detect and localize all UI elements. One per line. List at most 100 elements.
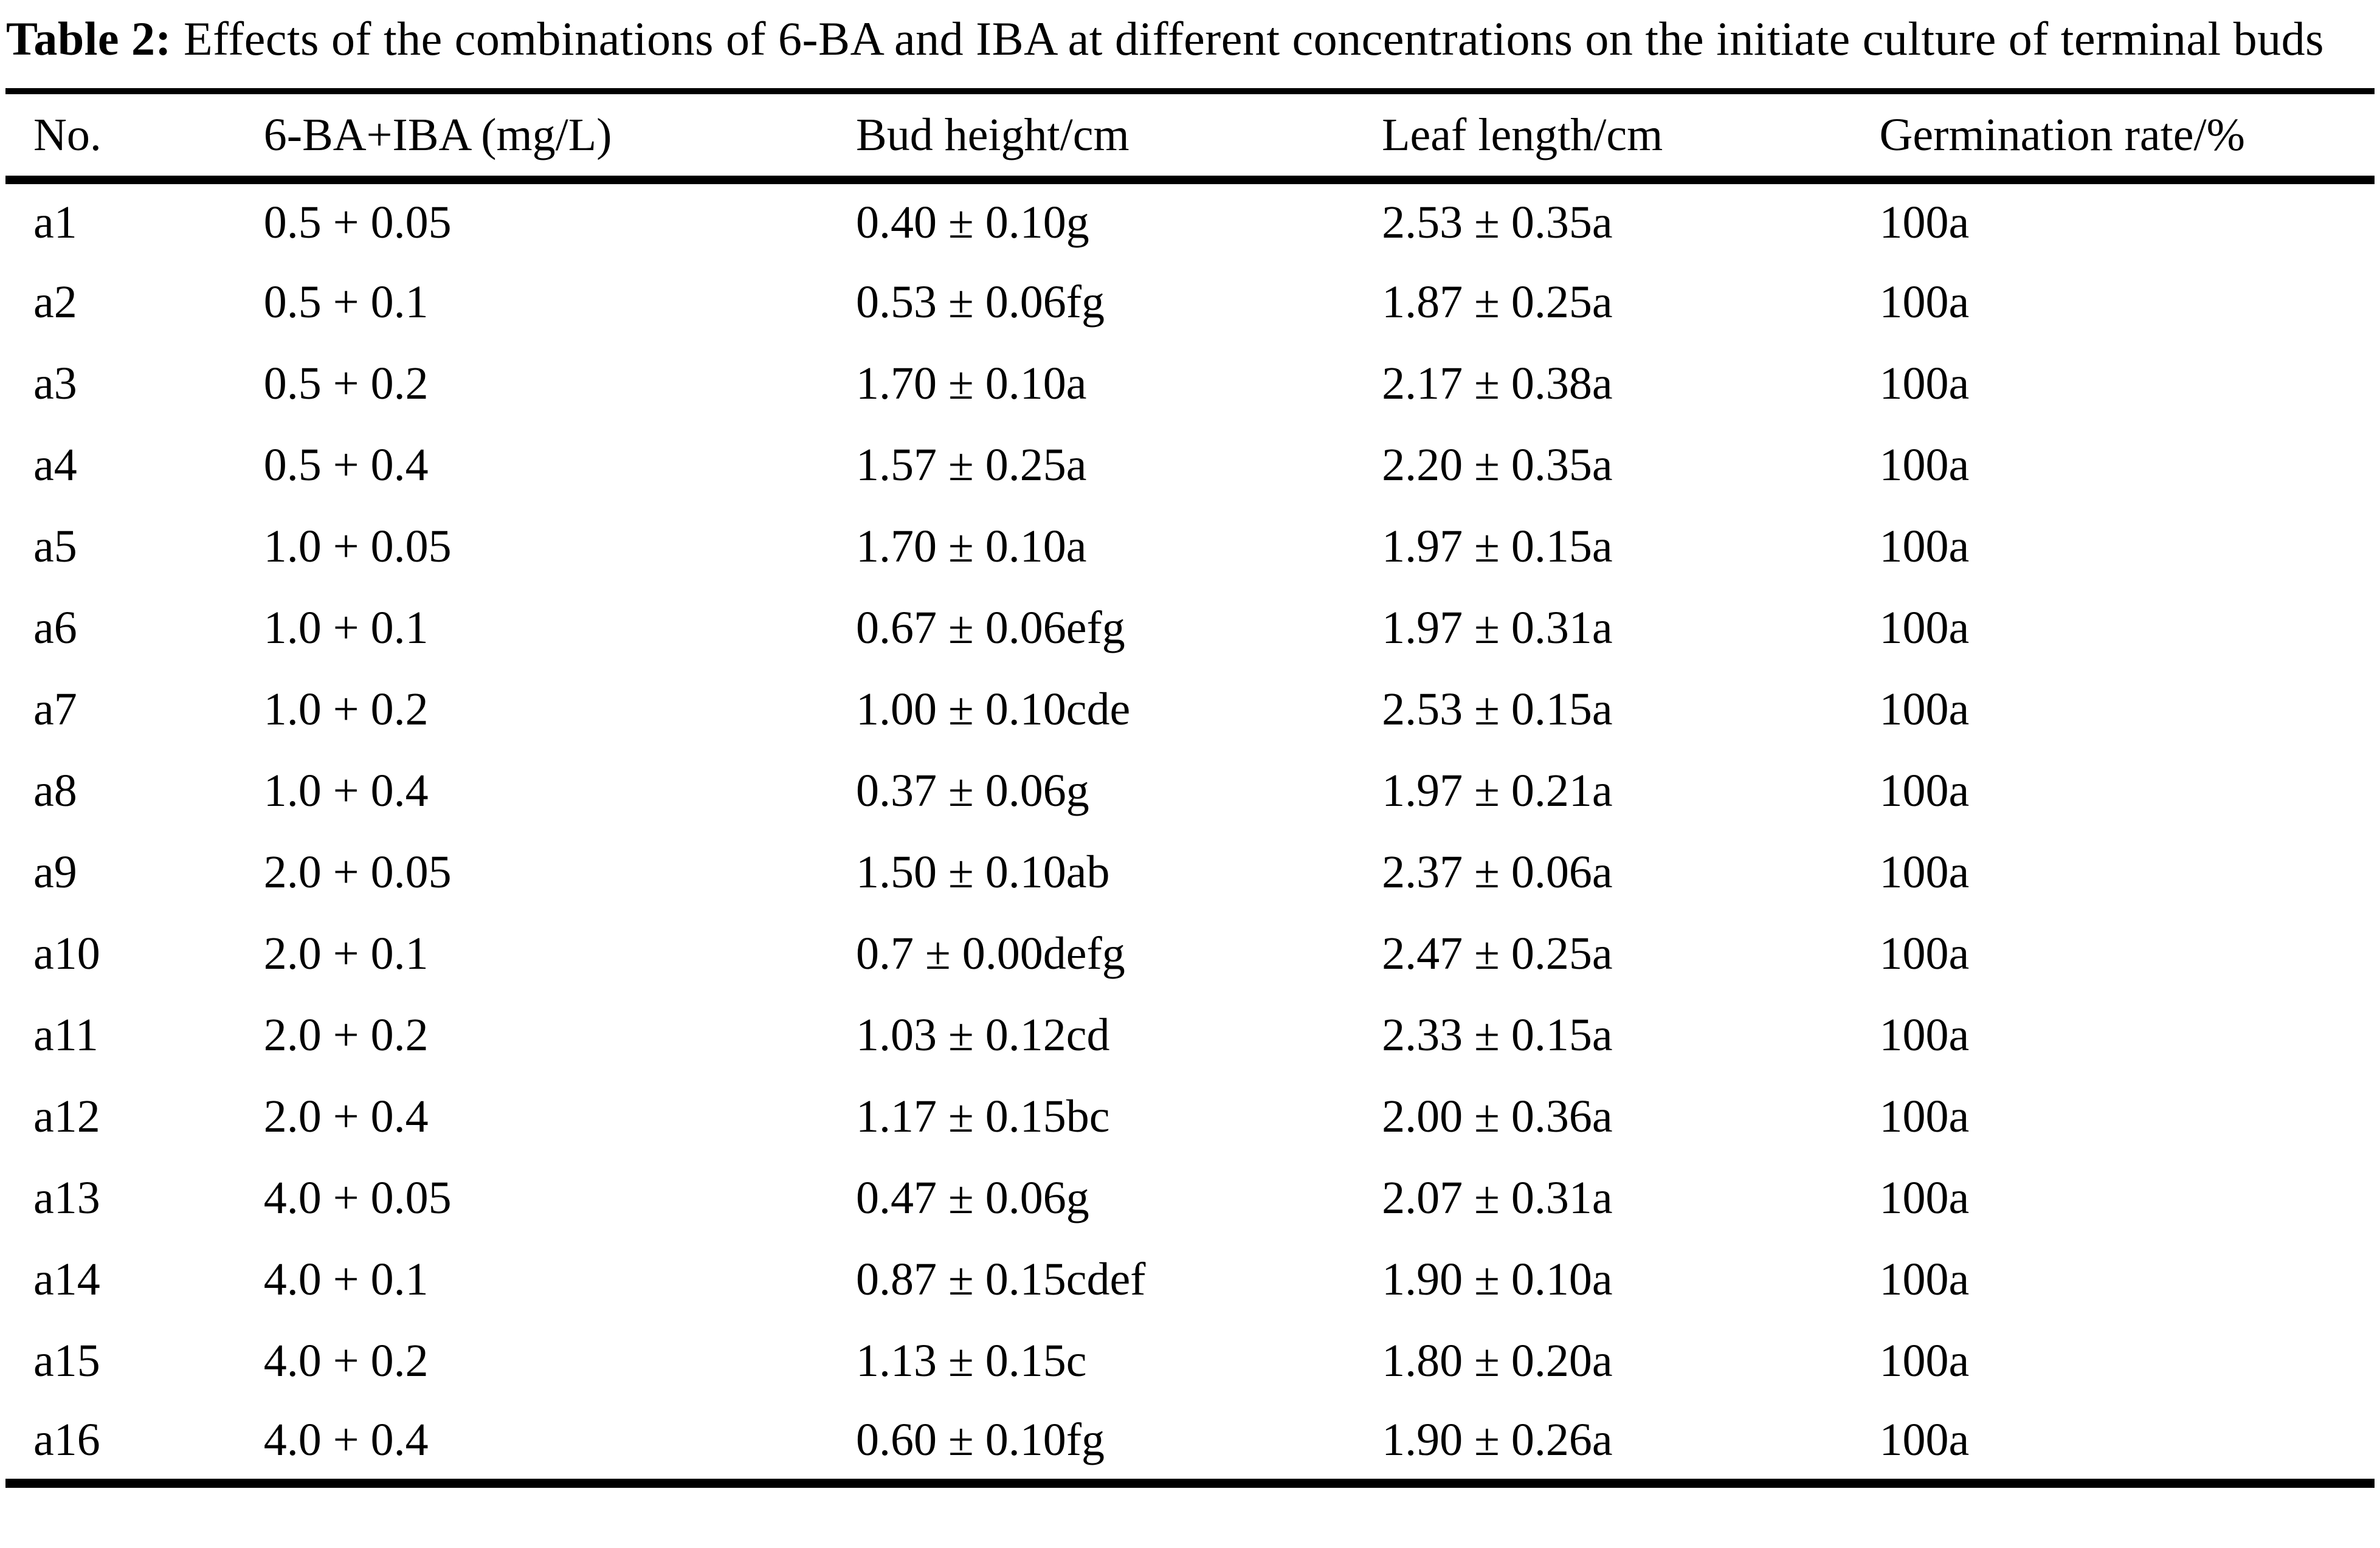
table-cell-no: a3 — [33, 357, 77, 409]
table-cell-no: a9 — [33, 846, 77, 898]
table-cell-6ba-iba: 4.0 + 0.4 — [263, 1414, 429, 1465]
table-cell-germination-rate: 100a — [1879, 1414, 1970, 1465]
table-cell-leaf-length: 2.47 ± 0.25a — [1382, 927, 1613, 979]
table-cell-leaf-length: 1.90 ± 0.26a — [1382, 1414, 1613, 1465]
column-header-germination-rate: Germination rate/% — [1879, 109, 2245, 160]
table-cell-bud-height: 0.37 ± 0.06g — [856, 765, 1089, 816]
table-cell-6ba-iba: 4.0 + 0.2 — [263, 1335, 429, 1386]
table-row: a14 4.0 + 0.1 0.87 ± 0.15cdef 1.90 ± 0.10a 1… — [5, 1239, 2375, 1320]
results-table: No. 6-BA+IBA (mg/L) Bud height/cm Leaf leng… — [5, 88, 2375, 1488]
table-cell-6ba-iba: 0.5 + 0.1 — [263, 276, 429, 328]
table-cell-6ba-iba: 2.0 + 0.1 — [263, 927, 429, 979]
table-cell-bud-height: 1.13 ± 0.15c — [856, 1335, 1087, 1386]
table-cell-leaf-length: 2.33 ± 0.15a — [1382, 1009, 1613, 1061]
table-cell-no: a15 — [33, 1335, 100, 1386]
table-header: No. 6-BA+IBA (mg/L) Bud height/cm Leaf leng… — [5, 91, 2375, 181]
table-cell-leaf-length: 2.07 ± 0.31a — [1382, 1172, 1613, 1223]
table-cell-germination-rate: 100a — [1879, 276, 1970, 328]
table-cell-no: a8 — [33, 765, 77, 816]
column-header-leaf-length: Leaf length/cm — [1382, 109, 1663, 160]
table-cell-no: a11 — [33, 1009, 98, 1061]
column-header-bud-height: Bud height/cm — [856, 109, 1130, 160]
table-cell-bud-height: 0.40 ± 0.10g — [856, 197, 1089, 249]
table-cell-leaf-length: 2.53 ± 0.35a — [1382, 197, 1613, 249]
table-row: a1 0.5 + 0.05 0.40 ± 0.10g 2.53 ± 0.35a 100a — [5, 180, 2375, 261]
table-cell-germination-rate: 100a — [1879, 1335, 1970, 1386]
table-row: a5 1.0 + 0.05 1.70 ± 0.10a 1.97 ± 0.15a 100a — [5, 506, 2375, 587]
table-cell-germination-rate: 100a — [1879, 846, 1970, 898]
table-cell-bud-height: 0.67 ± 0.06efg — [856, 602, 1125, 653]
table-cell-germination-rate: 100a — [1879, 927, 1970, 979]
table-cell-no: a5 — [33, 520, 77, 572]
table-cell-no: a7 — [33, 683, 77, 735]
table-cell-bud-height: 1.50 ± 0.10ab — [856, 846, 1110, 898]
table-cell-bud-height: 1.00 ± 0.10cde — [856, 683, 1131, 735]
table-cell-no: a16 — [33, 1414, 100, 1465]
table-body: a1 0.5 + 0.05 0.40 ± 0.10g 2.53 ± 0.35a 100a… — [5, 180, 2375, 1483]
table-caption-text: Effects of the combinations of 6-BA and … — [184, 12, 2325, 65]
table-row: a16 4.0 + 0.4 0.60 ± 0.10fg 1.90 ± 0.26a 100… — [5, 1402, 2375, 1483]
table-cell-germination-rate: 100a — [1879, 602, 1970, 653]
table-row: a2 0.5 + 0.1 0.53 ± 0.06fg 1.87 ± 0.25a 100a — [5, 261, 2375, 343]
table-cell-6ba-iba: 1.0 + 0.05 — [263, 520, 452, 572]
table-cell-bud-height: 1.57 ± 0.25a — [856, 439, 1087, 490]
table-cell-leaf-length: 2.17 ± 0.38a — [1382, 357, 1613, 409]
table-cell-bud-height: 0.60 ± 0.10fg — [856, 1414, 1105, 1465]
table-cell-6ba-iba: 4.0 + 0.05 — [263, 1172, 452, 1223]
table-row: a9 2.0 + 0.05 1.50 ± 0.10ab 2.37 ± 0.06a 100… — [5, 831, 2375, 913]
table-cell-bud-height: 1.70 ± 0.10a — [856, 357, 1087, 409]
table-cell-leaf-length: 2.37 ± 0.06a — [1382, 846, 1613, 898]
table-caption-label: Table 2: — [6, 12, 172, 65]
table-cell-leaf-length: 1.97 ± 0.21a — [1382, 765, 1613, 816]
table-cell-leaf-length: 1.97 ± 0.31a — [1382, 602, 1613, 653]
table-cell-6ba-iba: 1.0 + 0.2 — [263, 683, 429, 735]
table-cell-6ba-iba: 4.0 + 0.1 — [263, 1253, 429, 1305]
table-cell-leaf-length: 1.87 ± 0.25a — [1382, 276, 1613, 328]
table-row: a13 4.0 + 0.05 0.47 ± 0.06g 2.07 ± 0.31a 100… — [5, 1157, 2375, 1239]
table-cell-germination-rate: 100a — [1879, 1090, 1970, 1142]
table-cell-no: a10 — [33, 927, 100, 979]
table-cell-6ba-iba: 0.5 + 0.4 — [263, 439, 429, 490]
table-cell-leaf-length: 1.97 ± 0.15a — [1382, 520, 1613, 572]
table-cell-6ba-iba: 0.5 + 0.2 — [263, 357, 429, 409]
table-cell-bud-height: 1.17 ± 0.15bc — [856, 1090, 1110, 1142]
table-cell-no: a4 — [33, 439, 77, 490]
table-cell-6ba-iba: 2.0 + 0.2 — [263, 1009, 429, 1061]
table-row: a6 1.0 + 0.1 0.67 ± 0.06efg 1.97 ± 0.31a 100… — [5, 587, 2375, 669]
table-cell-leaf-length: 2.00 ± 0.36a — [1382, 1090, 1613, 1142]
table-cell-germination-rate: 100a — [1879, 1009, 1970, 1061]
table-caption: Table 2: Effects of the combinations of … — [6, 1, 2368, 76]
column-header-no: No. — [33, 109, 102, 160]
table-cell-bud-height: 0.87 ± 0.15cdef — [856, 1253, 1146, 1305]
column-header-6ba-iba: 6-BA+IBA (mg/L) — [263, 109, 612, 160]
table-cell-no: a12 — [33, 1090, 100, 1142]
table-row: a8 1.0 + 0.4 0.37 ± 0.06g 1.97 ± 0.21a 100a — [5, 750, 2375, 831]
table-cell-leaf-length: 1.80 ± 0.20a — [1382, 1335, 1613, 1386]
table-cell-6ba-iba: 2.0 + 0.05 — [263, 846, 452, 898]
table-cell-bud-height: 0.7 ± 0.00defg — [856, 927, 1125, 979]
table-cell-no: a13 — [33, 1172, 100, 1223]
table-row: a11 2.0 + 0.2 1.03 ± 0.12cd 2.33 ± 0.15a 100… — [5, 994, 2375, 1076]
table-cell-no: a6 — [33, 602, 77, 653]
table-cell-germination-rate: 100a — [1879, 1172, 1970, 1223]
table-row: a15 4.0 + 0.2 1.13 ± 0.15c 1.80 ± 0.20a 100a — [5, 1320, 2375, 1402]
table-row: a4 0.5 + 0.4 1.57 ± 0.25a 2.20 ± 0.35a 100a — [5, 424, 2375, 506]
table-cell-leaf-length: 2.53 ± 0.15a — [1382, 683, 1613, 735]
table-cell-germination-rate: 100a — [1879, 765, 1970, 816]
table-cell-germination-rate: 100a — [1879, 683, 1970, 735]
table-cell-germination-rate: 100a — [1879, 439, 1970, 490]
table-cell-germination-rate: 100a — [1879, 1253, 1970, 1305]
table-row: a7 1.0 + 0.2 1.00 ± 0.10cde 2.53 ± 0.15a 100… — [5, 669, 2375, 750]
table-cell-bud-height: 0.53 ± 0.06fg — [856, 276, 1105, 328]
table-cell-6ba-iba: 0.5 + 0.05 — [263, 197, 452, 249]
table-row: a3 0.5 + 0.2 1.70 ± 0.10a 2.17 ± 0.38a 100a — [5, 343, 2375, 424]
table-cell-leaf-length: 1.90 ± 0.10a — [1382, 1253, 1613, 1305]
table-cell-germination-rate: 100a — [1879, 520, 1970, 572]
table-cell-6ba-iba: 1.0 + 0.4 — [263, 765, 429, 816]
table-cell-leaf-length: 2.20 ± 0.35a — [1382, 439, 1613, 490]
table-cell-no: a14 — [33, 1253, 100, 1305]
table-cell-bud-height: 1.70 ± 0.10a — [856, 520, 1087, 572]
table-row: a12 2.0 + 0.4 1.17 ± 0.15bc 2.00 ± 0.36a 100… — [5, 1076, 2375, 1157]
table-cell-bud-height: 0.47 ± 0.06g — [856, 1172, 1089, 1223]
table-cell-germination-rate: 100a — [1879, 357, 1970, 409]
